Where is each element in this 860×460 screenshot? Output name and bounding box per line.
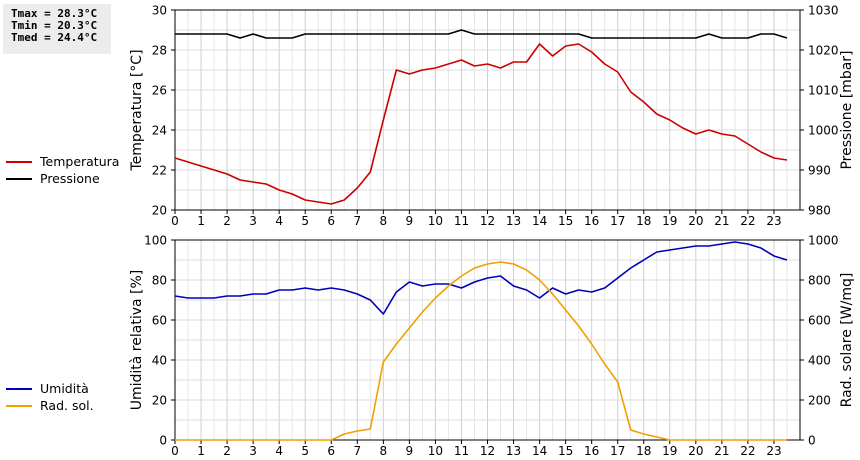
y2-tick-label: 1020 [808, 44, 839, 58]
x-tick-label: 13 [506, 444, 521, 458]
x-tick-label: 4 [275, 214, 283, 228]
y-axis-label: Umidità relativa [%] [129, 270, 145, 411]
y-tick-label: 20 [152, 394, 167, 408]
x-tick-label: 11 [454, 214, 469, 228]
x-tick-label: 21 [714, 214, 729, 228]
y2-tick-label: 600 [808, 314, 831, 328]
legend-label: Rad. sol. [40, 398, 94, 413]
x-tick-label: 2 [223, 444, 231, 458]
x-tick-label: 12 [480, 444, 495, 458]
legend-item: Pressione [6, 170, 119, 187]
y2-tick-label: 200 [808, 394, 831, 408]
y2-tick-label: 400 [808, 354, 831, 368]
legend-item: Rad. sol. [6, 397, 94, 414]
series-line-umidit [174, 241, 788, 315]
x-tick-label: 23 [766, 214, 781, 228]
stat-tmax: Tmax = 28.3°C [11, 7, 98, 20]
x-tick-label: 3 [249, 444, 257, 458]
x-tick-label: 17 [610, 444, 625, 458]
y-tick-label: 28 [152, 44, 167, 58]
x-tick-label: 12 [480, 214, 495, 228]
x-tick-label: 0 [171, 444, 179, 458]
legend-swatch [6, 160, 32, 163]
x-tick-label: 2 [223, 214, 231, 228]
x-tick-label: 18 [636, 214, 651, 228]
x-tick-label: 8 [380, 214, 388, 228]
x-tick-label: 9 [406, 444, 414, 458]
y2-tick-label: 1030 [808, 4, 839, 18]
x-tick-label: 7 [353, 214, 361, 228]
legend-label: Temperatura [40, 154, 120, 169]
series-line-rad-sol [175, 261, 787, 441]
legend-label: Pressione [40, 171, 100, 186]
x-tick-label: 14 [532, 214, 547, 228]
x-tick-label: 16 [584, 444, 599, 458]
x-tick-label: 15 [558, 444, 573, 458]
y-tick-label: 26 [152, 84, 167, 98]
y-tick-label: 22 [152, 164, 167, 178]
x-tick-label: 10 [428, 444, 443, 458]
y-axis-label: Temperatura [°C] [129, 49, 145, 171]
y-tick-label: 40 [152, 354, 167, 368]
x-tick-label: 5 [301, 444, 309, 458]
x-tick-label: 14 [532, 444, 547, 458]
y2-tick-label: 800 [808, 274, 831, 288]
x-tick-label: 16 [584, 214, 599, 228]
y-tick-label: 100 [144, 234, 167, 248]
x-tick-label: 22 [740, 214, 755, 228]
stats-box: Tmax = 28.3°C Tmin = 20.3°C Tmed = 24.4°… [3, 4, 111, 54]
x-tick-label: 0 [171, 214, 179, 228]
x-tick-label: 17 [610, 214, 625, 228]
legend-top: Temperatura Pressione [6, 153, 119, 187]
x-tick-label: 7 [353, 444, 361, 458]
stat-tmed: Tmed = 24.4°C [11, 31, 98, 44]
y-tick-label: 0 [159, 434, 167, 448]
legend-label: Umidità [40, 381, 89, 396]
x-tick-label: 6 [327, 444, 335, 458]
x-tick-label: 18 [636, 444, 651, 458]
x-tick-label: 3 [249, 214, 257, 228]
x-tick-label: 11 [454, 444, 469, 458]
x-tick-label: 15 [558, 214, 573, 228]
legend-swatch [6, 387, 32, 390]
x-tick-label: 5 [301, 214, 309, 228]
x-tick-label: 21 [714, 444, 729, 458]
x-tick-label: 19 [662, 444, 677, 458]
y2-axis-label: Rad. solare [W/mq] [839, 273, 855, 408]
legend-swatch [6, 404, 32, 407]
y-tick-label: 20 [152, 204, 167, 218]
x-tick-label: 22 [740, 444, 755, 458]
legend-bottom: Umidità Rad. sol. [6, 380, 94, 414]
x-tick-label: 19 [662, 214, 677, 228]
y2-tick-label: 1000 [808, 234, 839, 248]
x-tick-label: 6 [327, 214, 335, 228]
x-tick-label: 20 [688, 444, 703, 458]
legend-swatch [6, 177, 32, 180]
x-tick-label: 4 [275, 444, 283, 458]
x-tick-label: 13 [506, 214, 521, 228]
x-tick-label: 20 [688, 214, 703, 228]
y-tick-label: 24 [152, 124, 167, 138]
x-tick-label: 23 [766, 444, 781, 458]
y2-tick-label: 990 [808, 164, 831, 178]
y2-tick-label: 980 [808, 204, 831, 218]
series-line-temperatura [174, 43, 788, 205]
legend-item: Umidità [6, 380, 94, 397]
y-tick-label: 80 [152, 274, 167, 288]
y2-tick-label: 1000 [808, 124, 839, 138]
x-tick-label: 1 [197, 444, 205, 458]
series-line-pressione [175, 29, 788, 39]
x-tick-label: 8 [380, 444, 388, 458]
y2-tick-label: 0 [808, 434, 816, 448]
legend-item: Temperatura [6, 153, 119, 170]
y-tick-label: 60 [152, 314, 167, 328]
x-tick-label: 10 [428, 214, 443, 228]
stat-tmin: Tmin = 20.3°C [11, 19, 98, 32]
y-tick-label: 30 [152, 4, 167, 18]
x-tick-label: 1 [197, 214, 205, 228]
x-tick-label: 9 [406, 214, 414, 228]
y2-axis-label: Pressione [mbar] [839, 50, 855, 169]
y2-tick-label: 1010 [808, 84, 839, 98]
